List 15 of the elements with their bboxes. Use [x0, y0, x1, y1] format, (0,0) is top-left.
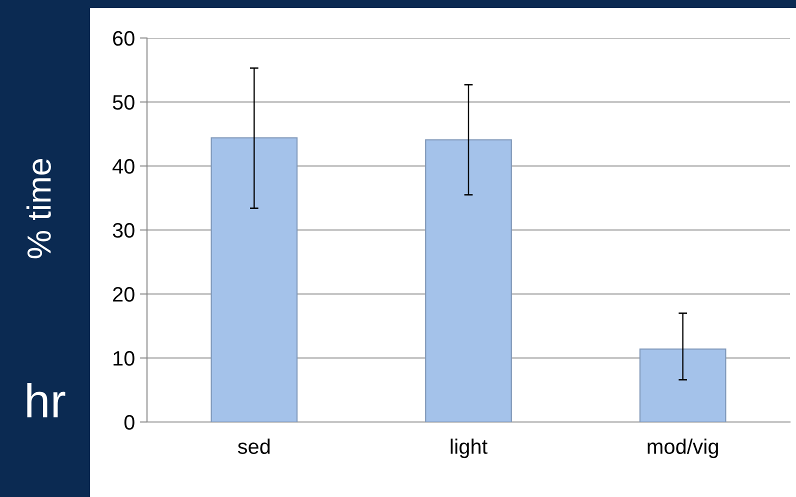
- x-tick-label: mod/vig: [648, 438, 718, 458]
- y-tick-label: 10: [114, 351, 134, 366]
- bar: [639, 348, 726, 422]
- y-tick-label: 60: [113, 31, 134, 46]
- y-tick-label: 0: [124, 415, 134, 430]
- y-tick-label: 40: [112, 159, 134, 174]
- bar: [425, 139, 512, 422]
- y-tick-label: 50: [112, 95, 134, 110]
- x-tick-label: sed: [238, 438, 270, 454]
- text: hr: [27, 382, 66, 418]
- y-axis-title: % time: [26, 159, 51, 258]
- bar: [210, 137, 298, 422]
- y-tick-label: 20: [113, 287, 134, 302]
- x-tick-label: light: [450, 438, 488, 458]
- y-tick-label: 30: [112, 223, 134, 238]
